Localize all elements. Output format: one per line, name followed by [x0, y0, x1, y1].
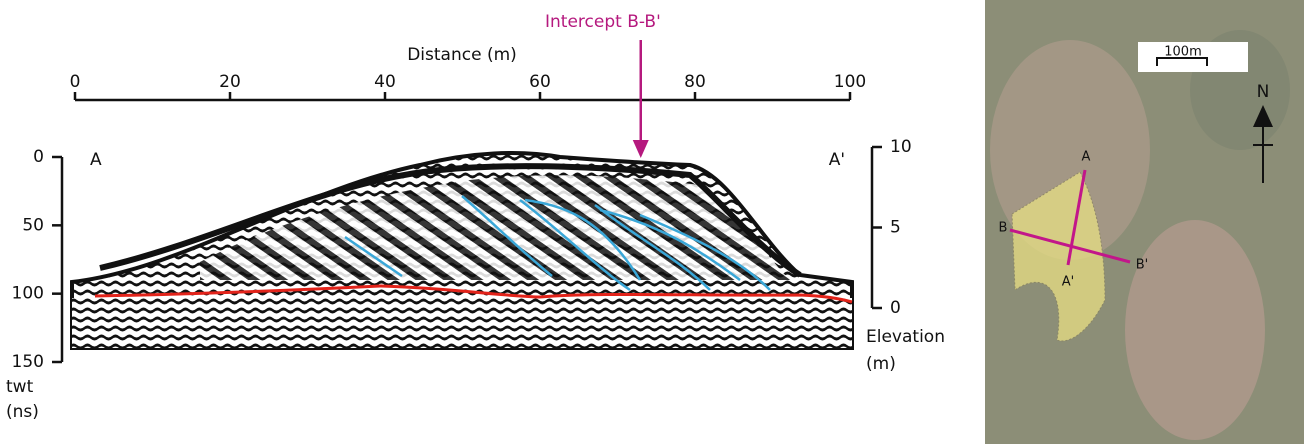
scale-label: 100m — [1164, 45, 1201, 60]
tick-label: 20 — [219, 72, 241, 92]
left-axis-title: (ns) — [6, 402, 39, 422]
tick-label: 100 — [12, 284, 44, 304]
tick-label: 80 — [684, 72, 706, 92]
tick-label: 5 — [890, 218, 901, 238]
tick-label: 0 — [70, 72, 81, 92]
map-label: A' — [1062, 275, 1074, 290]
north-label: N — [1257, 82, 1270, 102]
tick-label: 60 — [529, 72, 551, 92]
tick-label: 50 — [22, 215, 44, 235]
tick-label: 10 — [890, 137, 912, 157]
tick-label: 0 — [890, 298, 901, 318]
intercept-label: Intercept B-B' — [545, 12, 661, 32]
map-label: B — [999, 221, 1008, 236]
end-label: A' — [829, 150, 845, 170]
map: 100m N A B A' B' — [985, 0, 1304, 444]
tick-label: 40 — [374, 72, 396, 92]
top-axis-title: Distance (m) — [407, 45, 517, 65]
left-axis-title: twt — [6, 377, 34, 397]
tick-label: 0 — [33, 147, 44, 167]
map-label: A — [1082, 150, 1091, 165]
tick-label: 150 — [12, 352, 44, 372]
map-label: B' — [1136, 258, 1149, 273]
right-axis-title: Elevation — [866, 327, 945, 347]
right-axis-title: (m) — [866, 354, 896, 374]
radargram — [70, 151, 854, 350]
tick-label: 100 — [834, 72, 866, 92]
start-label: A — [90, 150, 102, 170]
intercept-arrowhead — [632, 140, 649, 158]
